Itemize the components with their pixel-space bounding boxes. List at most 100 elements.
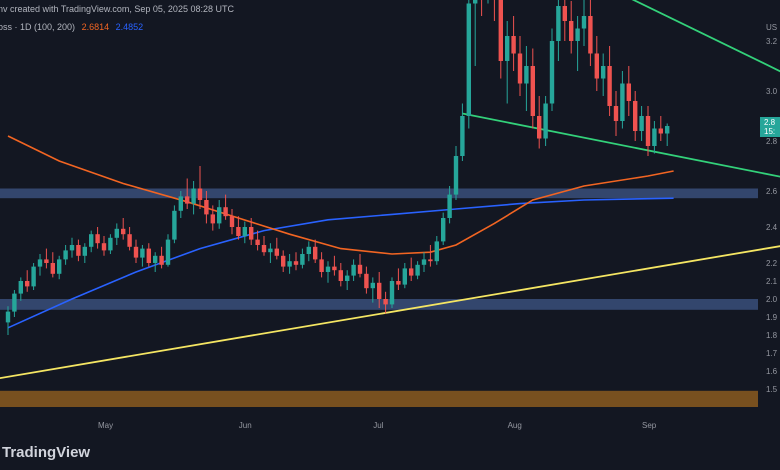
candle bbox=[645, 106, 651, 156]
candle-body bbox=[473, 0, 478, 4]
price-tick-label: 2.4 bbox=[766, 223, 778, 232]
candle-body bbox=[281, 255, 286, 267]
price-badge-bg bbox=[760, 117, 780, 137]
trendline-wedge-top[interactable] bbox=[482, 0, 780, 104]
candle bbox=[569, 1, 574, 54]
candle bbox=[281, 250, 286, 272]
price-tick-label: 1.6 bbox=[766, 367, 778, 376]
candle-body bbox=[626, 83, 631, 101]
candle-body bbox=[453, 156, 459, 195]
candle bbox=[332, 255, 337, 276]
candle-body bbox=[409, 268, 414, 276]
candle bbox=[377, 272, 382, 308]
candle-body bbox=[645, 116, 651, 146]
candle-body bbox=[511, 36, 516, 54]
candle bbox=[402, 263, 407, 289]
candle-body bbox=[101, 243, 107, 251]
date-axis[interactable]: May Jun Jul Aug Sep bbox=[98, 421, 657, 430]
candle-body bbox=[268, 248, 273, 253]
price-badge-line1: 2.8 bbox=[764, 118, 776, 127]
candle bbox=[293, 252, 299, 271]
candle bbox=[306, 241, 311, 262]
candle-body bbox=[357, 264, 363, 274]
price-tick-label: 1.8 bbox=[766, 331, 778, 340]
candle bbox=[300, 248, 305, 269]
candle bbox=[658, 116, 663, 141]
candle-body bbox=[165, 239, 171, 265]
candle-body bbox=[44, 259, 49, 263]
candle-body bbox=[345, 275, 350, 281]
candle-body bbox=[50, 263, 55, 274]
candle bbox=[626, 66, 631, 116]
candle-body bbox=[146, 248, 151, 263]
candle-body bbox=[293, 261, 299, 265]
candle-body bbox=[351, 264, 356, 276]
candle bbox=[338, 263, 343, 287]
candle bbox=[639, 106, 644, 141]
candle bbox=[441, 212, 446, 245]
logo-text: TradingView bbox=[2, 444, 90, 461]
candle-body bbox=[217, 207, 222, 224]
candle bbox=[543, 96, 548, 146]
candle bbox=[607, 46, 612, 116]
candle bbox=[82, 243, 87, 263]
candle-body bbox=[210, 214, 215, 224]
candle-body bbox=[82, 246, 87, 256]
candle bbox=[249, 218, 254, 245]
candle-body bbox=[466, 3, 471, 116]
candle bbox=[383, 291, 388, 314]
candle-body bbox=[325, 266, 331, 272]
candle bbox=[140, 245, 145, 267]
price-tick-label: 2.8 bbox=[766, 137, 778, 146]
candle bbox=[613, 91, 619, 136]
candle-body bbox=[191, 188, 196, 204]
candle-body bbox=[178, 196, 183, 211]
tradingview-logo[interactable]: TradingView bbox=[2, 444, 90, 461]
price-tick-label: 2.0 bbox=[766, 295, 778, 304]
candle-body bbox=[613, 106, 619, 121]
candle bbox=[12, 290, 17, 317]
candle bbox=[153, 252, 158, 272]
candle bbox=[581, 0, 587, 46]
candle bbox=[268, 243, 273, 263]
price-tick-label: 1.7 bbox=[766, 349, 778, 358]
candle-body bbox=[441, 218, 446, 242]
candle bbox=[242, 221, 247, 244]
candle-body bbox=[89, 234, 94, 247]
candle bbox=[601, 53, 606, 96]
candle bbox=[63, 245, 68, 265]
candle bbox=[633, 91, 638, 141]
candle-body bbox=[639, 116, 644, 131]
date-tick-label: May bbox=[98, 421, 113, 430]
price-tick-label: 3.2 bbox=[766, 37, 778, 46]
candle bbox=[108, 234, 113, 254]
candle bbox=[447, 186, 452, 224]
trendline-wedge-bottom[interactable] bbox=[462, 112, 780, 187]
candle-body bbox=[377, 282, 382, 299]
candle-body bbox=[434, 241, 439, 262]
candle bbox=[357, 254, 363, 278]
candle bbox=[517, 36, 523, 96]
candle-body bbox=[133, 246, 139, 258]
candle bbox=[172, 205, 177, 244]
trendline-lower-channel[interactable] bbox=[0, 236, 780, 380]
candle bbox=[210, 205, 215, 231]
attribution-text: nv created with TradingView.com, Sep 05,… bbox=[0, 4, 234, 14]
candle-body bbox=[652, 128, 657, 146]
candle-body bbox=[229, 216, 235, 227]
candle-body bbox=[121, 228, 126, 235]
candle bbox=[460, 103, 465, 161]
candle bbox=[197, 166, 203, 209]
price-axis[interactable]: 3.83.63.43.23.02.82.62.42.22.12.01.91.81… bbox=[766, 0, 778, 394]
candle bbox=[178, 191, 183, 218]
indicator-name: oss · 1D (100, 200) bbox=[0, 22, 75, 32]
candle-body bbox=[594, 53, 599, 79]
candle bbox=[114, 223, 119, 245]
candle-body bbox=[370, 282, 375, 289]
candle bbox=[236, 216, 241, 240]
candle bbox=[505, 21, 510, 104]
candle-body bbox=[588, 16, 593, 54]
candle bbox=[364, 266, 369, 294]
